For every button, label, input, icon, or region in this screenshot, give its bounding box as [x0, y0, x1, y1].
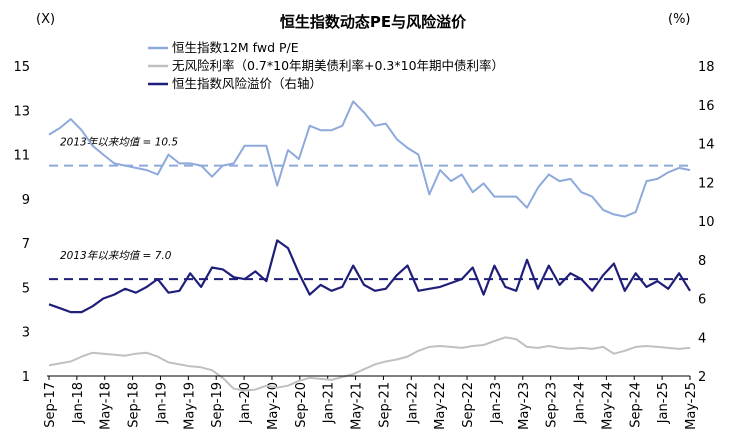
- series-line-riskfree: [48, 336, 691, 392]
- left-tick-label: 3: [22, 326, 30, 341]
- right-tick-label: 14: [698, 138, 715, 153]
- reference-lines: 2013年以来均值 = 10.5 2013年以来均值 = 7.0: [49, 137, 690, 281]
- left-tick-label: 11: [13, 149, 30, 164]
- x-tick-label: Sep-24: [628, 382, 643, 428]
- right-tick-label: 4: [698, 331, 706, 346]
- mean-annotation: 2013年以来均值 = 10.5: [60, 137, 178, 149]
- right-tick-label: 6: [698, 293, 706, 308]
- legend-label-premium: 恒生指数风险溢价（右轴）: [172, 76, 322, 91]
- legend-label-riskfree: 无风险利率（0.7*10年期美债利率+0.3*10年期中债利率）: [172, 58, 504, 73]
- series-lines: [48, 100, 691, 392]
- right-tick-label: 2: [698, 370, 706, 385]
- x-tick-label: May-24: [600, 382, 615, 430]
- x-tick-label: Sep-21: [377, 382, 392, 428]
- right-tick-label: 18: [698, 60, 715, 75]
- left-tick-label: 7: [22, 237, 30, 252]
- x-tick-label: May-23: [517, 382, 532, 430]
- x-tick-label: Jan-20: [238, 382, 253, 424]
- x-tick-label: Sep-19: [210, 382, 225, 428]
- left-tick-label: 9: [22, 193, 30, 208]
- x-tick-label: Jan-25: [656, 382, 671, 424]
- x-tick-label: May-21: [350, 382, 365, 430]
- left-tick-label: 13: [13, 104, 30, 119]
- x-tick-label: Jan-21: [322, 382, 337, 424]
- x-tick-label: Sep-18: [127, 382, 142, 428]
- right-tick-label: 8: [698, 254, 706, 269]
- x-tick-label: Sep-17: [43, 382, 58, 428]
- x-tick-label: May-22: [433, 382, 448, 430]
- right-axis-unit: (%): [668, 12, 691, 27]
- x-tick-label: Jan-19: [154, 382, 169, 424]
- left-tick-label: 5: [22, 281, 30, 296]
- x-tick-label: May-19: [182, 382, 197, 430]
- x-axis-ticks: Sep-17 Jan-18 May-18 Sep-18 Jan-19 May-19 Sep-…: [43, 376, 699, 430]
- left-tick-label: 1: [22, 370, 30, 385]
- mean-annotation: 2013年以来均值 = 7.0: [60, 250, 172, 262]
- x-tick-label: Jan-24: [573, 382, 588, 424]
- left-tick-label: 15: [13, 60, 30, 75]
- right-axis-ticks: 2 4 6 8 10 12 14 16 18: [698, 60, 715, 385]
- x-tick-label: Sep-20: [294, 382, 309, 428]
- right-tick-label: 10: [698, 215, 715, 230]
- x-tick-label: Jan-23: [489, 382, 504, 424]
- legend: 恒生指数12M fwd P/E 无风险利率（0.7*10年期美债利率+0.3*1…: [148, 40, 504, 91]
- x-tick-label: Sep-23: [545, 382, 560, 428]
- x-tick-label: May-20: [266, 382, 281, 430]
- left-axis-unit: (X): [36, 12, 55, 27]
- x-tick-label: May-25: [684, 382, 699, 430]
- right-tick-label: 12: [698, 176, 715, 191]
- legend-label-pe: 恒生指数12M fwd P/E: [172, 40, 299, 55]
- chart-title: 恒生指数动态PE与风险溢价: [280, 13, 467, 31]
- x-tick-label: Jan-22: [405, 382, 420, 424]
- right-tick-label: 16: [698, 99, 715, 114]
- x-tick-label: Sep-22: [461, 382, 476, 428]
- series-line-premium: [48, 239, 691, 314]
- x-tick-label: May-18: [99, 382, 114, 430]
- x-tick-label: Jan-18: [71, 382, 86, 424]
- series-line-pe: [48, 100, 691, 218]
